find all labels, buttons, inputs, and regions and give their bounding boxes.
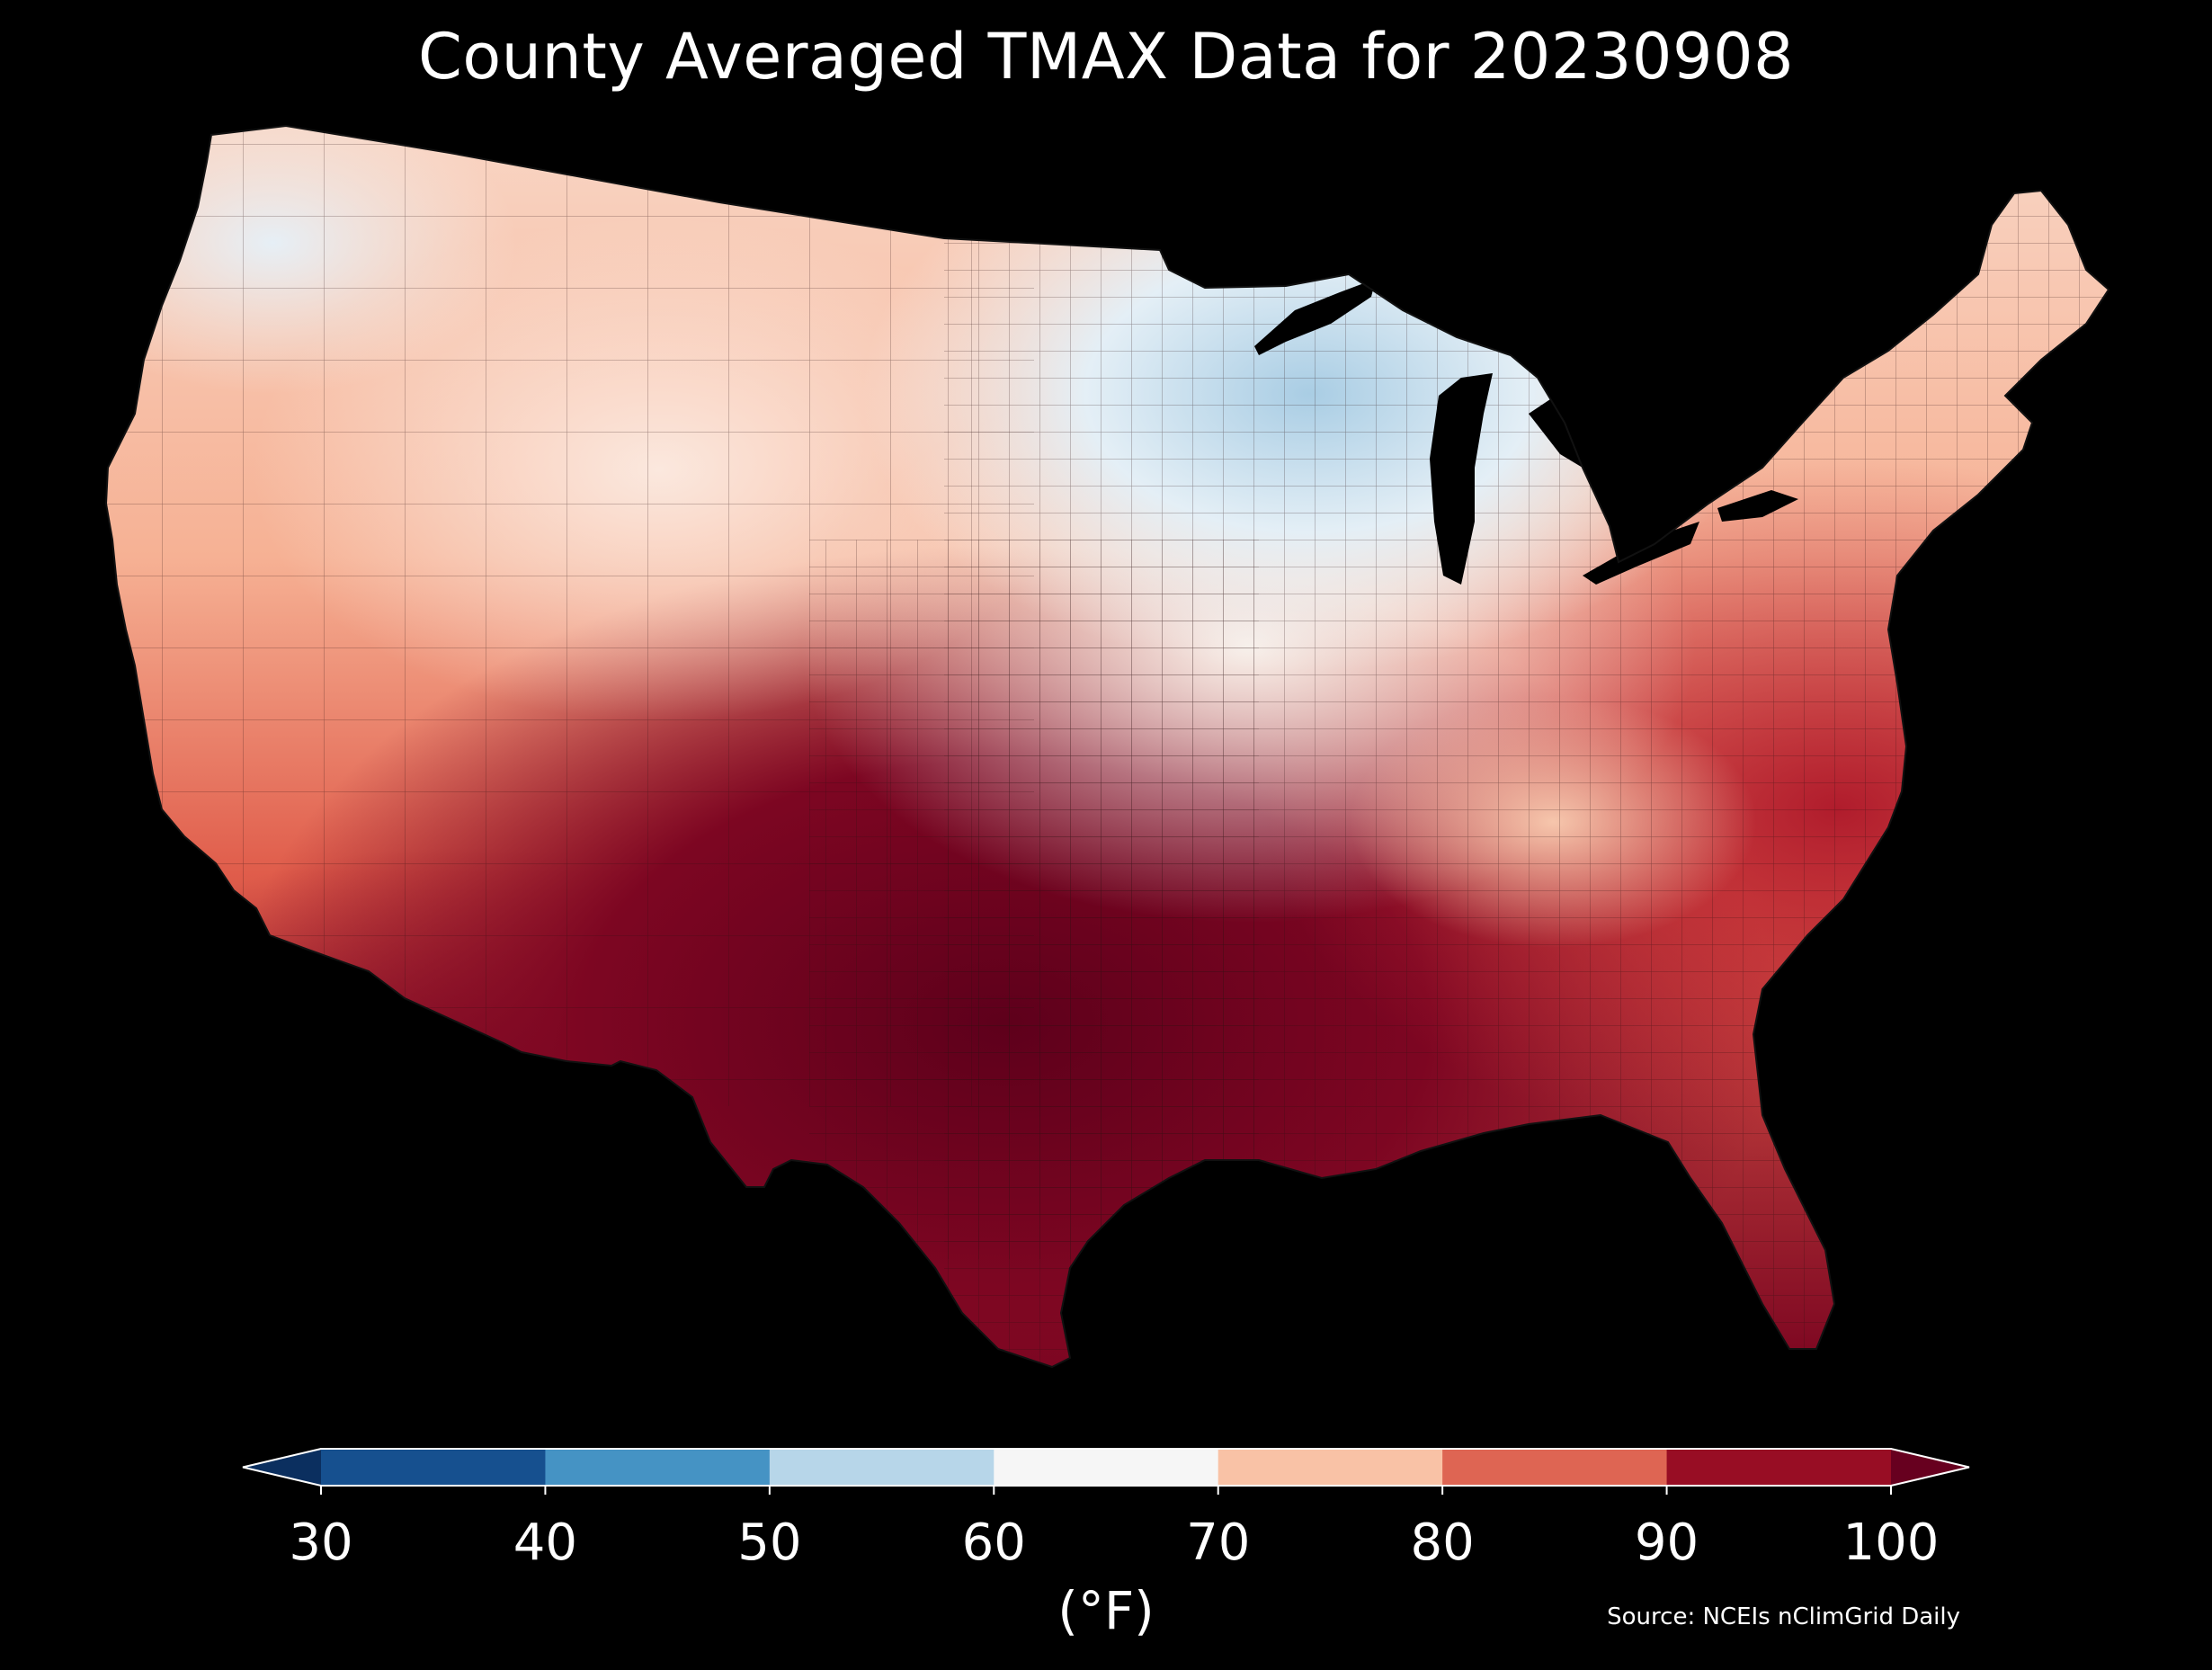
colorbar-bin [321, 1449, 546, 1486]
colorbar-tick-label: 70 [1186, 1514, 1251, 1572]
colorbar-tick-label: 30 [289, 1514, 353, 1572]
colorbar-tick-label: 90 [1634, 1514, 1699, 1572]
colorbar-bin [1442, 1449, 1668, 1486]
colorbar-tick-label: 60 [961, 1514, 1026, 1572]
colorbar-tick-label: 80 [1410, 1514, 1475, 1572]
colorbar-bin [994, 1449, 1219, 1486]
colorbar-under-arrow [243, 1449, 321, 1486]
colorbar-over-arrow [1891, 1449, 1969, 1486]
colorbar-tick-label: 40 [513, 1514, 578, 1572]
colorbar-bin [769, 1449, 995, 1486]
source-credit: Source: NCEIs nClimGrid Daily [1607, 1603, 1960, 1630]
colorbar-bin [1666, 1449, 1892, 1486]
colorbar-tick-label: 50 [737, 1514, 802, 1572]
colorbar-tick-label: 100 [1842, 1514, 1940, 1572]
colorbar-unit-label: (°F) [1057, 1580, 1155, 1641]
map-title: County Averaged TMAX Data for 20230908 [417, 20, 1795, 94]
great-lakes [1254, 279, 1798, 585]
colorbar-bin [545, 1449, 771, 1486]
colorbar-bin [1217, 1449, 1443, 1486]
